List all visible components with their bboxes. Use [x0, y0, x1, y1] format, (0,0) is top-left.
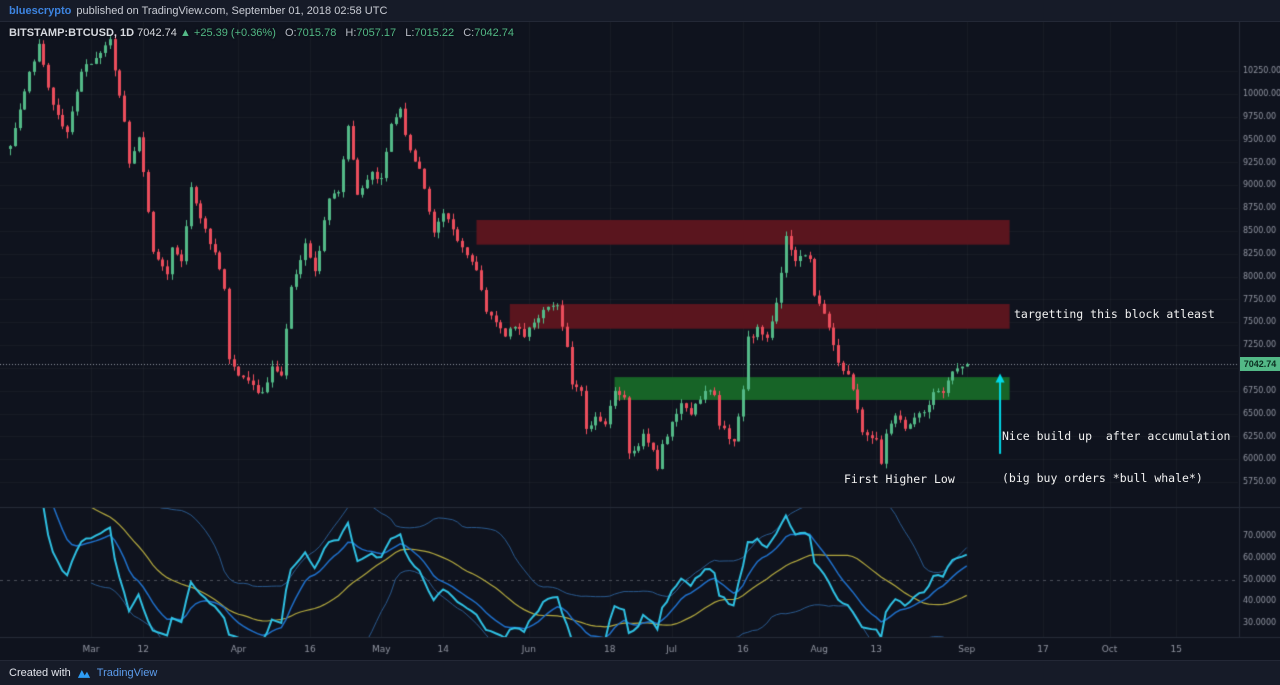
annotation-build-up-line1: Nice build up after accumulation	[1002, 429, 1231, 443]
change-direction-icon: ▲	[179, 27, 191, 39]
tradingview-logo-icon	[77, 669, 90, 678]
chart-area: BITSTAMP:BTCUSD, 1D 7042.74 ▲ +25.39 (+0…	[0, 22, 1280, 660]
high-value: 7057.17	[356, 27, 397, 39]
open-value: 7015.78	[296, 27, 337, 39]
price-change: +25.39 (+0.36%)	[193, 27, 276, 39]
annotation-build-up[interactable]: Nice build up after accumulation (big bu…	[1002, 401, 1230, 513]
chart-legend: BITSTAMP:BTCUSD, 1D 7042.74 ▲ +25.39 (+0…	[9, 27, 514, 39]
low-value: 7015.22	[414, 27, 455, 39]
top-bar: bluescrypto published on TradingView.com…	[0, 0, 1280, 22]
last-price-label: 7042.74	[1240, 357, 1280, 371]
footer: Created with TradingView	[0, 660, 1280, 685]
close-label: C:	[463, 27, 475, 39]
author-name[interactable]: bluescrypto	[9, 4, 72, 17]
high-label: H:	[345, 27, 357, 39]
open-label: O:	[284, 27, 297, 39]
low-label: L:	[405, 27, 415, 39]
price-chart-canvas[interactable]	[0, 22, 1280, 660]
created-with-text: Created with	[9, 667, 71, 679]
annotation-build-up-line2: (big buy orders *bull whale*)	[1002, 471, 1203, 485]
last-price-value: 7042.74	[137, 27, 177, 39]
published-text: published on TradingView.com, September …	[76, 4, 388, 17]
annotation-first-higher-low[interactable]: First Higher Low	[844, 472, 955, 486]
annotation-target-block[interactable]: targetting this block atleast	[1014, 307, 1215, 321]
close-value: 7042.74	[474, 27, 514, 39]
symbol-title[interactable]: BITSTAMP:BTCUSD, 1D	[9, 27, 135, 39]
tradingview-brand-link[interactable]: TradingView	[96, 667, 158, 679]
